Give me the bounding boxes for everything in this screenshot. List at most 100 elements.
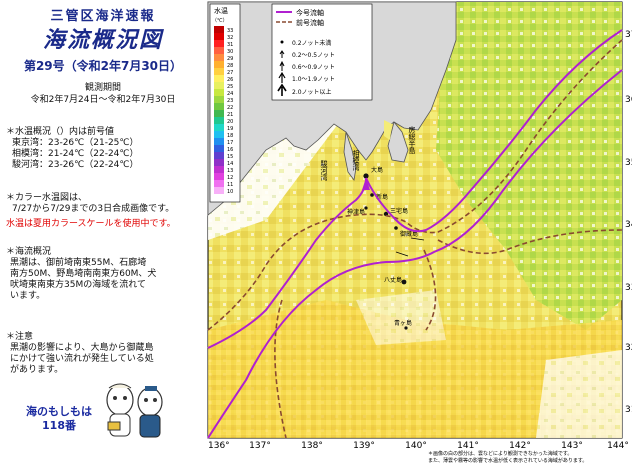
slogan-number: 118番 — [42, 419, 76, 432]
place-label: 大島 — [371, 166, 383, 174]
cloud-area — [536, 350, 622, 438]
speed-dot-icon — [280, 40, 284, 44]
scale-swatch — [214, 166, 224, 173]
speed-arrow-icon — [279, 60, 285, 71]
caution-title: ＊注意 — [6, 332, 34, 342]
scale-value: 15 — [227, 154, 233, 160]
scale-swatch — [214, 33, 224, 40]
scale-swatch — [214, 124, 224, 131]
current-line: 南方50M、野島埼南南東方60M、犬 — [10, 269, 157, 279]
scale-swatch — [214, 61, 224, 68]
legend-speed: 1.0～1.9ノット — [292, 76, 335, 83]
scale-swatch — [214, 173, 224, 180]
scale-unit: （℃） — [212, 18, 228, 24]
scale-value: 16 — [227, 147, 233, 153]
caution-line: があります。 — [10, 365, 64, 375]
scale-swatch — [214, 138, 224, 145]
current-vectors — [395, 237, 425, 257]
scale-value: 13 — [227, 168, 233, 174]
caution-line: 黒潮の影響により、大島から御蔵島 — [10, 343, 154, 353]
water-temp-line: 駿河湾：23-26℃（22-24℃） — [12, 160, 139, 170]
water-temp-title: ＊水温概況（）内は前号値 — [6, 127, 115, 137]
place-label: 青ヶ島 — [394, 319, 412, 327]
scale-value: 18 — [227, 133, 233, 139]
info-panel: 三管区海洋速報 海流概況図 第29号（令和2年7月30日） 観測期間 令和2年7… — [0, 0, 206, 467]
lat-label: 32 — [625, 343, 632, 353]
org-name: 三管区海洋速報 — [50, 9, 156, 24]
scale-value: 10 — [227, 189, 233, 195]
current-line: 黒潮は、御前埼南東55M、石廊埼 — [10, 258, 147, 268]
scale-swatch — [214, 117, 224, 124]
place-label: 八丈島 — [384, 276, 402, 284]
speed-arrow-icon — [278, 71, 286, 83]
legend-prev-axis: 前号流軸 — [296, 18, 324, 27]
scale-value: 20 — [227, 119, 233, 125]
scale-value: 27 — [227, 70, 233, 76]
scale-title: 水温 — [214, 6, 228, 15]
legend-speed: 0.2ノット未満 — [292, 39, 331, 47]
lon-label: 142° — [509, 441, 531, 451]
scale-swatch — [214, 187, 224, 194]
place-label: 新島 — [376, 193, 388, 201]
color-image-line: ＊カラー水温図は、 — [6, 193, 88, 203]
scale-value: 19 — [227, 126, 233, 132]
hachijo-island — [401, 279, 407, 285]
scale-swatch — [214, 131, 224, 138]
scale-swatch — [214, 82, 224, 89]
scale-value: 26 — [227, 77, 233, 83]
place-label: 三宅島 — [390, 207, 408, 215]
current-section: ＊海流概況 黒潮は、御前埼南東55M、石廊埼 南方50M、野島埼南南東方60M、… — [6, 247, 206, 302]
kozushima-island — [364, 206, 368, 210]
scale-value: 22 — [227, 105, 233, 111]
mascot-left-icon — [106, 383, 134, 437]
current-line: います。 — [10, 291, 46, 301]
scale-swatch — [214, 180, 224, 187]
bay-label: 駿河湾 — [320, 159, 328, 182]
current-line: 吠埼東南東方35Mの海域を流れて — [10, 280, 146, 290]
lat-label: 37 — [625, 30, 632, 40]
lat-label: 31 — [625, 405, 632, 415]
scale-value: 30 — [227, 49, 233, 55]
issue-number: 第29号（令和2年7月30日） — [23, 59, 183, 73]
previous-current-axis — [207, 39, 623, 439]
lon-label: 140° — [405, 441, 427, 451]
legend: 今号流軸 前号流軸 0.2ノット未満 0.2～0.5ノット 0.6～0.9ノット… — [271, 3, 373, 101]
aogashima-island — [404, 326, 408, 330]
lon-label: 139° — [353, 441, 375, 451]
scale-value: 21 — [227, 112, 233, 118]
lon-label: 144° — [607, 441, 629, 451]
niijima-island — [370, 193, 374, 197]
scale-swatch — [214, 89, 224, 96]
place-label: 神津島 — [347, 208, 365, 216]
scale-value: 29 — [227, 56, 233, 62]
scale-value: 14 — [227, 161, 233, 167]
legend-speed: 2.0ノット以上 — [292, 88, 331, 96]
scale-swatch — [214, 47, 224, 54]
cloud-area — [356, 290, 446, 345]
period-label: 観測期間 — [84, 83, 121, 93]
lon-label: 138° — [301, 441, 323, 451]
izu-peninsula — [343, 131, 357, 181]
lon-label: 137° — [249, 441, 271, 451]
scale-value: 25 — [227, 84, 233, 90]
mascot-right-icon — [137, 386, 163, 438]
scale-swatch — [214, 96, 224, 103]
speed-arrow-icon — [279, 50, 285, 58]
emergency-slogan: 海のもしもは 118番 — [14, 405, 104, 433]
caution-line: にかけて強い流れが発生している処 — [10, 354, 154, 364]
footnote-line: また、薄雲や霧等の影響で水温が低く表示されている海域があります。 — [428, 458, 588, 464]
scale-value: 11 — [227, 182, 233, 188]
water-temp-line: 相模湾：21-24℃（22-24℃） — [12, 149, 139, 159]
scale-swatch — [214, 26, 224, 33]
scale-swatch — [214, 103, 224, 110]
scale-swatch — [214, 152, 224, 159]
lat-label: 33 — [625, 283, 632, 293]
oshima-island — [363, 173, 369, 179]
tokyo-bay — [384, 120, 392, 140]
scale-value: 31 — [227, 42, 233, 48]
scale-swatch — [214, 54, 224, 61]
current-title: ＊海流概況 — [6, 247, 52, 257]
water-temp-line: 東京湾：23-26℃（21-25℃） — [12, 138, 139, 148]
lat-label: 35 — [625, 158, 632, 168]
period-range: 令和2年7月24日～令和2年7月30日 — [30, 95, 176, 105]
